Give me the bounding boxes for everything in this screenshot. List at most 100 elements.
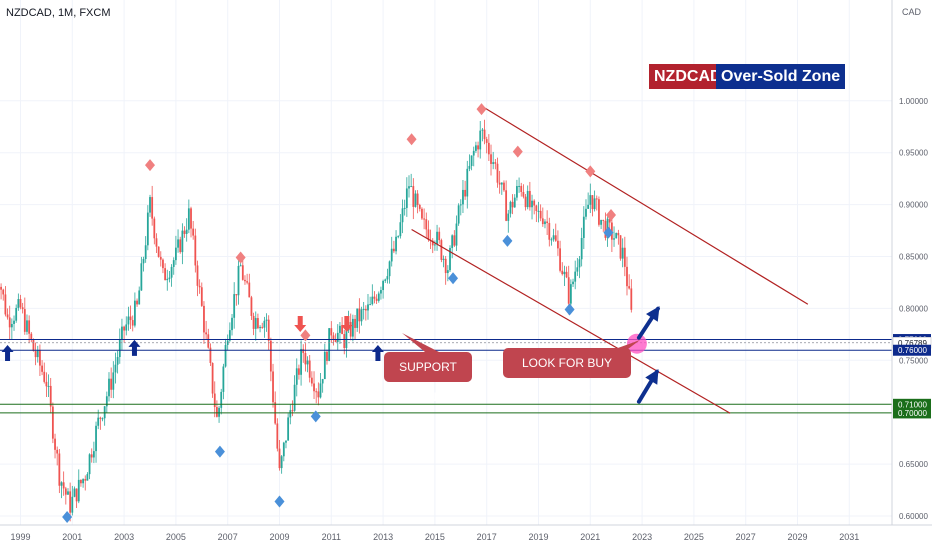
candle-body [54, 438, 56, 450]
candle-body [449, 247, 451, 271]
candle-body [401, 208, 404, 223]
candle-body [321, 379, 324, 384]
candle-body [457, 205, 460, 224]
swing-low-marker [274, 495, 285, 508]
candle-body [522, 191, 525, 197]
candle-body [475, 145, 477, 151]
candle-body [99, 417, 102, 419]
candle-body [282, 442, 285, 457]
candle-body [105, 396, 108, 407]
grid [0, 0, 892, 525]
candle-body [209, 347, 212, 363]
candle-body [233, 294, 236, 318]
candle-body [541, 218, 544, 225]
candle-body [138, 290, 141, 305]
candle-body [142, 259, 145, 264]
candle-body [375, 298, 378, 301]
candle-body [481, 129, 484, 131]
candle-body [617, 232, 620, 236]
candle-body [36, 349, 39, 358]
candle-body [585, 208, 587, 217]
candle-body [373, 296, 376, 299]
swing-low-marker [448, 272, 459, 285]
candle-body [600, 219, 602, 225]
candle-body [183, 230, 186, 234]
candle-body [356, 308, 359, 328]
candle-body [503, 182, 505, 191]
candle-body [591, 195, 594, 210]
y-tick-label: 0.75000 [899, 356, 928, 365]
candle-body [308, 360, 311, 378]
candle-body [496, 163, 499, 183]
x-tick-label: 2007 [218, 532, 238, 542]
candle-body [41, 365, 43, 372]
candle-body [226, 340, 229, 345]
x-tick-label: 2029 [787, 532, 807, 542]
candle-body [295, 368, 298, 385]
candle-body [364, 308, 367, 311]
candle-body [51, 406, 54, 439]
projection-arrow-upper [636, 306, 660, 340]
candle-body [548, 222, 551, 240]
candle-body [380, 290, 382, 294]
candle-body [181, 230, 184, 253]
candle-body [434, 244, 436, 246]
candle-body [351, 318, 354, 337]
candle-body [569, 284, 572, 304]
candle-body [196, 265, 199, 286]
candle-body [207, 334, 210, 348]
candle-body [203, 305, 205, 333]
candle-body [528, 190, 531, 208]
candle-body [421, 208, 423, 219]
candle-body [28, 320, 31, 334]
candle-body [561, 270, 564, 275]
candle-body [468, 165, 471, 169]
candle-body [328, 328, 331, 361]
symbol-title[interactable]: NZDCAD, 1M, FXCM [6, 7, 111, 19]
candle-body [492, 162, 495, 164]
candles [0, 119, 633, 522]
candle-body [19, 299, 22, 308]
candle-body [62, 482, 65, 489]
candle-body [349, 321, 352, 337]
candle-body [10, 323, 13, 328]
oversold-zone-badge: Over-Sold Zone [716, 64, 846, 89]
candle-body [483, 129, 486, 140]
candle-body [343, 334, 346, 348]
candle-body [43, 371, 46, 382]
x-tick-label: 2009 [269, 532, 289, 542]
x-tick-label: 2015 [425, 532, 445, 542]
candle-body [397, 236, 400, 238]
candle-body [535, 205, 538, 212]
candle-body [418, 204, 421, 209]
candle-body [205, 332, 208, 335]
candle-body [190, 208, 192, 229]
candle-body [239, 265, 242, 267]
candle-body [310, 377, 313, 384]
candle-body [133, 300, 136, 326]
candle-body [162, 259, 164, 269]
candle-body [261, 326, 264, 328]
candle-body [211, 362, 214, 394]
candle-body [466, 168, 469, 197]
time-axis[interactable]: 1999 2001 2003 2005 2007 2009 2011 2013 2015 2017… [10, 532, 859, 542]
candle-body [382, 280, 384, 291]
candle-body [302, 348, 305, 354]
candle-body [289, 410, 292, 418]
price-axis[interactable]: 0.60000 0.65000 0.75000 0.80000 0.85000 0.900… [899, 97, 928, 521]
candle-body [485, 139, 488, 143]
candle-body [116, 357, 119, 365]
candle-body [47, 385, 50, 387]
down-arrow-marker [294, 315, 307, 332]
candle-body [358, 308, 361, 322]
swing-high-marker [512, 145, 523, 158]
swing-high-marker [606, 208, 617, 221]
candle-body [136, 300, 138, 305]
candle-body [4, 294, 7, 315]
candle-body [125, 324, 128, 331]
candle-body [593, 198, 596, 210]
candle-body [354, 318, 356, 328]
candle-body [621, 247, 624, 259]
candle-body [278, 448, 281, 469]
